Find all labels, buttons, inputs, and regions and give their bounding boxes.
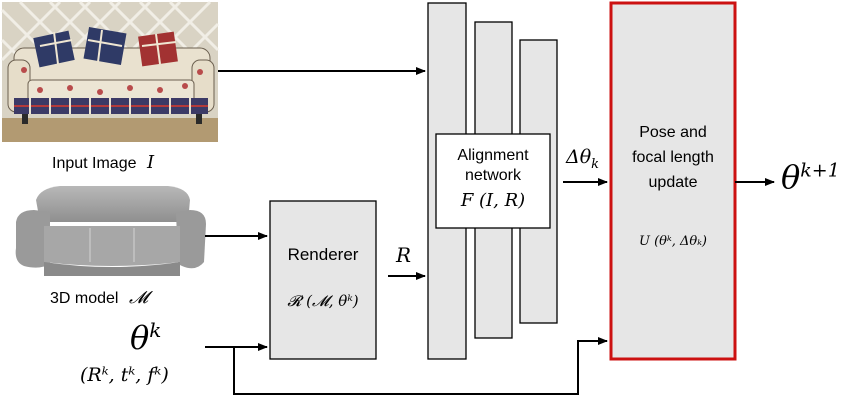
renderer-formula: 𝓡 (𝓜, θᵏ) <box>270 292 376 310</box>
renderer-box <box>270 201 376 359</box>
renderer-title: Renderer <box>270 245 376 265</box>
alignment-title-line1: Alignment <box>436 146 550 166</box>
theta-k-plus-1: θk+1 <box>781 158 840 196</box>
update-title: Pose and focal length update <box>611 120 735 195</box>
delta-theta-k: Δθk <box>566 146 599 172</box>
theta-k-symbol: θk <box>130 318 161 357</box>
delta-theta-subscript: k <box>591 157 599 172</box>
theta-k-plus-1-superscript: k+1 <box>800 159 840 181</box>
3d-model-symbol: 𝓜 <box>129 288 148 308</box>
3d-model-render <box>16 186 206 276</box>
alignment-formula: F (I, R) <box>436 190 550 211</box>
theta-k-superscript: k <box>149 318 161 342</box>
3d-model-label: 3D model 𝓜 <box>50 288 148 308</box>
input-image-photo <box>2 2 218 142</box>
update-title-line2: focal length <box>611 145 735 170</box>
theta-tuple: (Rᵏ, tᵏ, fᵏ) <box>80 364 169 386</box>
update-title-line1: Pose and <box>611 120 735 145</box>
input-image-label: Input Image I <box>52 152 154 173</box>
update-formula: U (θᵏ, Δθₖ) <box>611 234 735 249</box>
alignment-title-line2: network <box>436 166 550 186</box>
input-image-symbol: I <box>147 152 154 173</box>
alignment-title: Alignment network <box>436 146 550 186</box>
renderer-output-symbol: R <box>396 243 411 267</box>
update-title-line3: update <box>611 170 735 195</box>
